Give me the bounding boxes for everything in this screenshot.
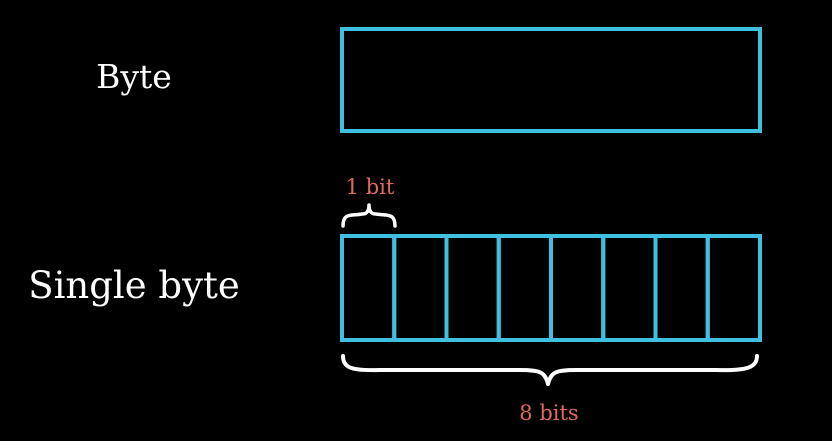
bit-cell: [705, 234, 762, 342]
eight-bits-brace: [341, 354, 759, 386]
one-bit-label: 1 bit: [346, 175, 395, 199]
bit-cell: [601, 234, 658, 342]
byte-box: [340, 27, 762, 133]
eight-bits-label: 8 bits: [519, 401, 578, 425]
bit-cell: [653, 234, 710, 342]
bit-cell: [392, 234, 449, 342]
bit-cell: [444, 234, 501, 342]
bit-cell: [496, 234, 553, 342]
bit-cell: [340, 234, 397, 342]
bit-cells: [340, 234, 762, 342]
one-bit-brace: [341, 203, 397, 228]
single-byte-label: Single byte: [28, 264, 240, 307]
bit-cell: [549, 234, 606, 342]
byte-label: Byte: [96, 57, 172, 96]
